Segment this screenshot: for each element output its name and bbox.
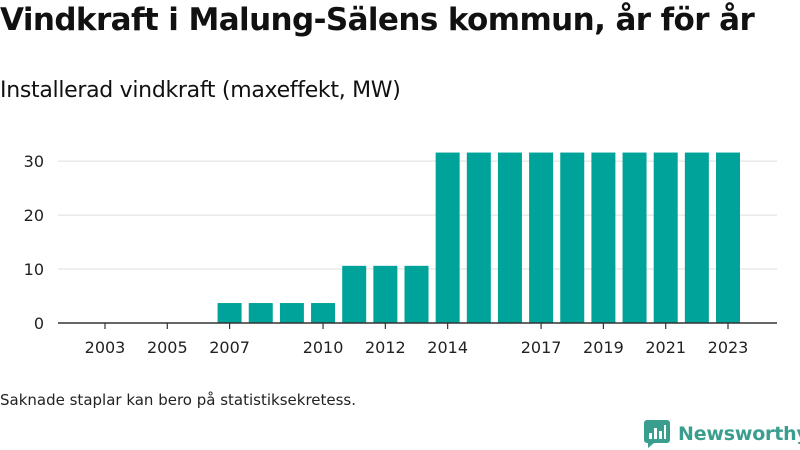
x-tick-label: 2007 [209, 338, 250, 357]
newsworthy-logo-icon [644, 420, 670, 448]
bar-2023 [716, 152, 740, 323]
brand-name: Newsworthy [678, 423, 800, 445]
x-tick-label: 2023 [708, 338, 749, 357]
bar-2020 [622, 152, 647, 323]
bar-2019 [591, 152, 616, 323]
y-axis-labels: 0 10 20 30 [24, 152, 44, 333]
x-axis-labels: 2003 2005 2007 2010 2012 2014 2017 2019 2021 2023 [85, 338, 749, 357]
x-tick-label: 2014 [427, 338, 468, 357]
x-tick-label: 2012 [365, 338, 406, 357]
bar-2022 [684, 152, 709, 323]
x-tick-label: 2019 [583, 338, 624, 357]
chart-subtitle: Installerad vindkraft (maxeffekt, MW) [0, 78, 401, 103]
y-tick-label: 0 [34, 314, 44, 333]
bar-2017 [529, 152, 554, 323]
newsworthy-logo[interactable]: Newsworthy [644, 420, 800, 448]
y-tick-label: 30 [24, 152, 44, 171]
footnote: Saknade staplar kan bero på statistiksek… [0, 391, 357, 409]
chart-title: Vindkraft i Malung-Sälens kommun, år för… [0, 2, 755, 38]
y-tick-label: 10 [24, 260, 44, 279]
bar-2021 [653, 152, 678, 323]
bar-2015 [466, 152, 491, 323]
x-tick-label: 2005 [147, 338, 188, 357]
x-tick-label: 2003 [85, 338, 126, 357]
bar-chart: 0 10 20 30 2003 2005 2007 2010 2012 2014 2017 2019… [24, 152, 777, 357]
bar-2016 [497, 152, 522, 323]
bar-2010 [311, 303, 336, 323]
x-tick-label: 2017 [521, 338, 562, 357]
x-tick-label: 2010 [303, 338, 344, 357]
bar-2012 [373, 265, 398, 323]
bar-2007 [217, 303, 242, 323]
bar-2008 [248, 303, 273, 323]
bar-2009 [279, 303, 304, 323]
bar-2011 [342, 265, 367, 323]
x-tick-label: 2021 [645, 338, 686, 357]
bar-2014 [435, 152, 460, 323]
y-tick-label: 20 [24, 206, 44, 225]
bars [217, 152, 740, 323]
x-axis [58, 322, 777, 329]
bar-2013 [404, 265, 429, 323]
bar-2018 [560, 152, 585, 323]
